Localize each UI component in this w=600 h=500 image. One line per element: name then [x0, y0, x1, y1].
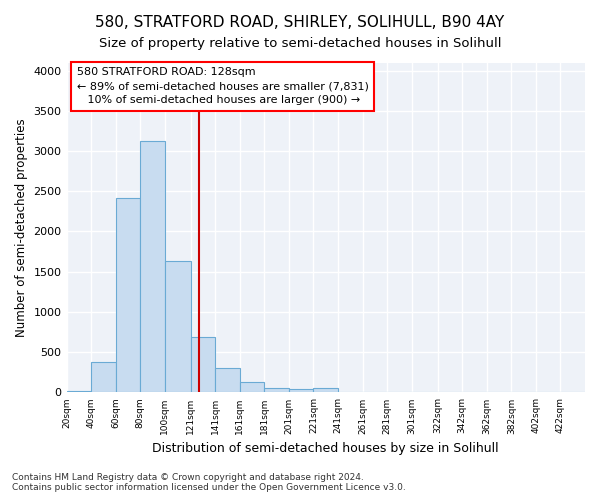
Bar: [265, 388, 289, 392]
Y-axis label: Number of semi-detached properties: Number of semi-detached properties: [15, 118, 28, 337]
Bar: [116, 198, 140, 392]
Bar: [289, 389, 313, 392]
Bar: [191, 337, 215, 392]
Text: Contains HM Land Registry data © Crown copyright and database right 2024.
Contai: Contains HM Land Registry data © Crown c…: [12, 473, 406, 492]
Bar: [67, 391, 91, 392]
Bar: [240, 382, 265, 392]
Text: 580 STRATFORD ROAD: 128sqm
← 89% of semi-detached houses are smaller (7,831)
   : 580 STRATFORD ROAD: 128sqm ← 89% of semi…: [77, 68, 369, 106]
Bar: [313, 388, 338, 392]
Bar: [165, 262, 191, 392]
Bar: [140, 140, 165, 392]
X-axis label: Distribution of semi-detached houses by size in Solihull: Distribution of semi-detached houses by …: [152, 442, 499, 455]
Bar: [91, 362, 116, 392]
Text: Size of property relative to semi-detached houses in Solihull: Size of property relative to semi-detach…: [99, 38, 501, 51]
Bar: [215, 368, 240, 392]
Text: 580, STRATFORD ROAD, SHIRLEY, SOLIHULL, B90 4AY: 580, STRATFORD ROAD, SHIRLEY, SOLIHULL, …: [95, 15, 505, 30]
